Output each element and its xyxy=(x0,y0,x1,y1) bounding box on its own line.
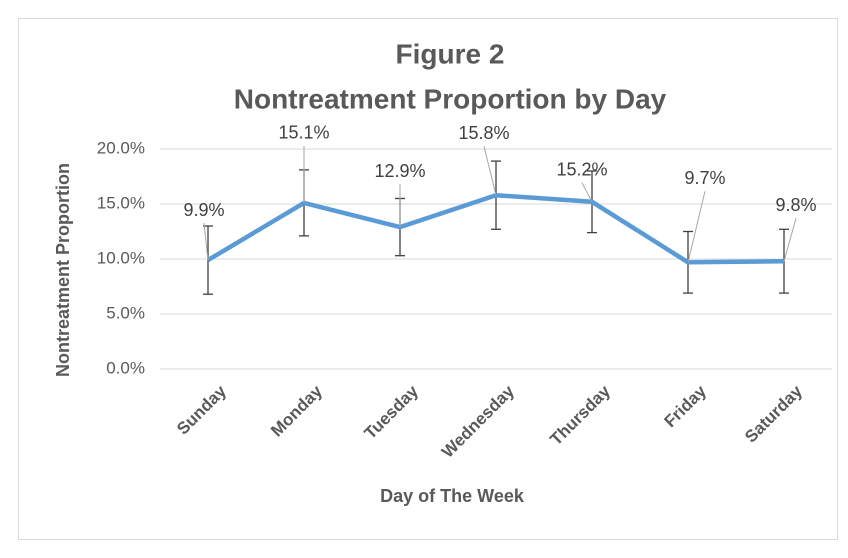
x-axis-title: Day of The Week xyxy=(380,486,525,506)
y-tick-label: 10.0% xyxy=(97,248,145,267)
leader-line xyxy=(783,218,797,262)
chart-border xyxy=(18,18,838,540)
leader-line xyxy=(203,223,209,261)
leader-line xyxy=(581,182,593,203)
data-label: 12.9% xyxy=(374,161,425,181)
y-tick-label: 0.0% xyxy=(106,358,145,377)
y-axis-title: Nontreatment Proportion xyxy=(53,163,73,377)
y-tick-label: 15.0% xyxy=(97,193,145,212)
data-label: 15.1% xyxy=(278,123,329,143)
data-label: 15.2% xyxy=(556,160,607,180)
data-label: 9.9% xyxy=(183,200,224,220)
data-label: 9.8% xyxy=(775,195,816,215)
data-label: 15.8% xyxy=(458,123,509,143)
leader-line xyxy=(483,146,497,196)
y-tick-label: 5.0% xyxy=(106,303,145,322)
leader-line xyxy=(687,191,706,263)
data-label: 9.7% xyxy=(684,168,725,188)
chart-title: Figure 2 xyxy=(396,38,505,69)
y-tick-label: 20.0% xyxy=(97,138,145,157)
chart-title: Nontreatment Proportion by Day xyxy=(234,83,667,114)
